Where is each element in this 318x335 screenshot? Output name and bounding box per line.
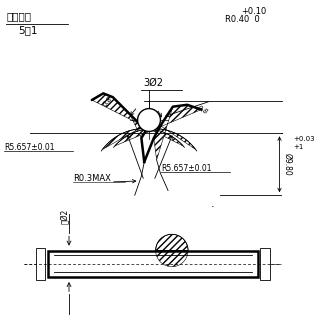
Text: R0.3MAX: R0.3MAX	[73, 174, 111, 183]
Bar	[48, 251, 258, 277]
Text: R0.40  0: R0.40 0	[225, 15, 260, 24]
Text: +0.10: +0.10	[241, 7, 266, 16]
Text: 0.8: 0.8	[101, 95, 113, 108]
Text: Ø9.80: Ø9.80	[283, 153, 292, 176]
Text: 3Ø2: 3Ø2	[143, 78, 163, 88]
Text: +1: +1	[294, 144, 304, 150]
Text: R5.657±0.01: R5.657±0.01	[4, 143, 55, 151]
Text: 5：1: 5：1	[18, 25, 38, 36]
Polygon shape	[92, 93, 183, 149]
Bar	[260, 248, 270, 280]
Text: R5.657±0.01: R5.657±0.01	[162, 164, 212, 174]
Text: 0.8: 0.8	[197, 105, 209, 115]
Text: 螺纹法向: 螺纹法向	[6, 11, 31, 21]
Bar	[36, 248, 45, 280]
Circle shape	[138, 109, 161, 131]
Text: +0.03: +0.03	[294, 136, 315, 142]
Text: 粗Ø2: 粗Ø2	[60, 209, 69, 224]
Text: .: .	[211, 199, 215, 209]
Polygon shape	[115, 105, 201, 160]
